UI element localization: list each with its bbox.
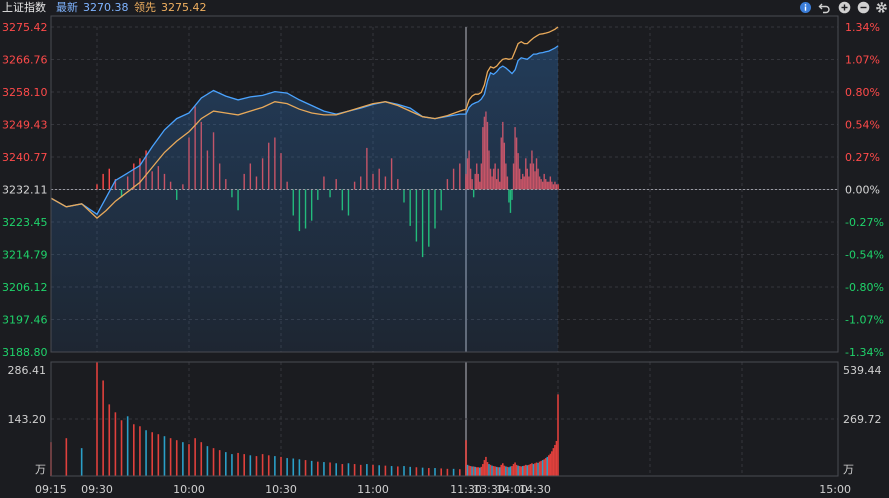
- percent-tick-label: 1.34%: [845, 21, 880, 34]
- latest-price-line: [50, 45, 559, 216]
- percent-tick-label: 0.00%: [845, 184, 880, 197]
- price-tick-label: 3214.79: [2, 249, 48, 262]
- volume-bars: [50, 362, 559, 476]
- volume-tick-label-right: 269.72: [843, 413, 882, 426]
- latest-value: 3270.38: [83, 1, 129, 14]
- percent-tick-label: -0.27%: [845, 216, 884, 229]
- time-tick-label: 11:30: [450, 483, 482, 496]
- index-name: 上证指数: [2, 1, 46, 14]
- lead-label: 领先: [134, 1, 156, 14]
- time-tick-label: 14:30: [519, 483, 551, 496]
- price-area: [51, 45, 558, 352]
- lead-value: 3275.42: [161, 1, 207, 14]
- zoom-in-icon[interactable]: [838, 1, 851, 14]
- percent-tick-label: 0.54%: [845, 119, 880, 132]
- percent-tick-label: -1.34%: [845, 346, 884, 359]
- info-icon[interactable]: [799, 1, 812, 14]
- time-tick-label: 09:30: [81, 483, 113, 496]
- percent-tick-label: -1.07%: [845, 314, 884, 327]
- volume-tick-label-right: 539.44: [843, 364, 882, 377]
- undo-icon[interactable]: [818, 1, 831, 14]
- volume-tick-label: 143.20: [8, 413, 47, 426]
- price-tick-label: 3197.46: [2, 314, 48, 327]
- price-tick-label: 3223.45: [2, 216, 48, 229]
- time-tick-label: 13:30: [473, 483, 505, 496]
- price-tick-label: 3275.42: [2, 21, 48, 34]
- time-tick-label: 09:15: [35, 483, 67, 496]
- percent-tick-label: -0.80%: [845, 281, 884, 294]
- chart-header: 上证指数 最新 3270.38 领先 3275.42: [0, 0, 889, 16]
- volume-panel-border: [50, 361, 839, 477]
- time-tick-label: 11:00: [357, 483, 389, 496]
- price-tick-label: 3258.10: [2, 86, 48, 99]
- grid-lines: [51, 26, 838, 476]
- time-tick-label: 15:00: [819, 483, 851, 496]
- axis-labels: 3275.42 3266.76 3258.10 3249.43 3240.77 3232.…: [2, 21, 884, 496]
- percent-tick-label: -0.54%: [845, 249, 884, 262]
- volume-unit-label: 万: [35, 463, 46, 476]
- percent-tick-label: 0.27%: [845, 151, 880, 164]
- price-tick-label: 3240.77: [2, 151, 48, 164]
- time-tick-label: 10:00: [173, 483, 205, 496]
- time-tick-label: 10:30: [265, 483, 297, 496]
- percent-tick-label: 1.07%: [845, 54, 880, 67]
- volume-tick-label: 286.41: [8, 364, 47, 377]
- lead-price-line: [50, 26, 559, 219]
- chart-frame: [50, 15, 839, 477]
- price-tick-label: 3232.11: [2, 184, 48, 197]
- percent-tick-label: 0.80%: [845, 86, 880, 99]
- zoom-out-icon[interactable]: [857, 1, 870, 14]
- price-panel-border: [50, 15, 839, 353]
- settings-icon[interactable]: [875, 1, 888, 14]
- volume-unit-label-right: 万: [843, 463, 854, 476]
- price-tick-label: 3249.43: [2, 119, 48, 132]
- price-tick-label: 3206.12: [2, 281, 48, 294]
- price-lines: [50, 26, 838, 352]
- price-tick-label: 3266.76: [2, 54, 48, 67]
- time-tick-label: 14:00: [496, 483, 528, 496]
- price-tick-label: 3188.80: [2, 346, 48, 359]
- latest-label: 最新: [56, 1, 78, 14]
